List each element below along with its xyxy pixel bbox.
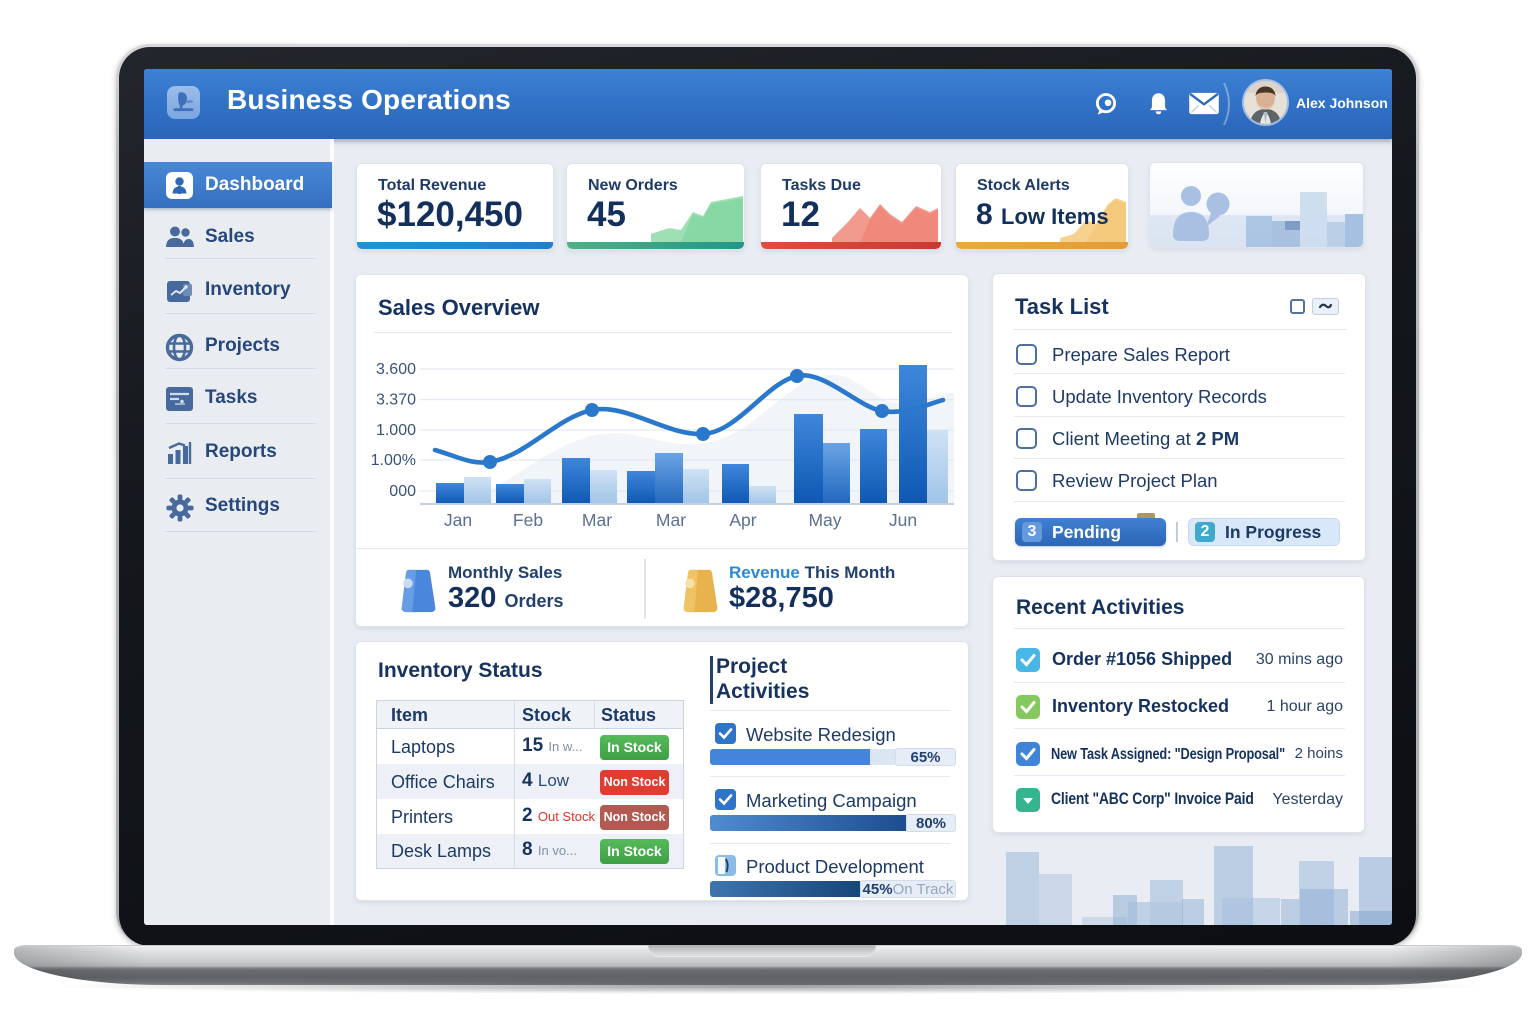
- svg-text:Mar: Mar: [656, 510, 686, 530]
- svg-text:Feb: Feb: [513, 510, 543, 530]
- svg-text:Mar: Mar: [582, 510, 612, 530]
- svg-text:1.00%: 1.00%: [371, 452, 416, 469]
- svg-text:Jan: Jan: [444, 510, 472, 530]
- svg-text:Apr: Apr: [729, 510, 756, 530]
- svg-text:Jun: Jun: [889, 510, 917, 530]
- svg-text:1.000: 1.000: [376, 422, 416, 439]
- svg-text:000: 000: [389, 483, 416, 500]
- svg-text:3.600: 3.600: [376, 361, 416, 378]
- svg-text:3.370: 3.370: [376, 392, 416, 409]
- svg-text:May: May: [808, 510, 841, 530]
